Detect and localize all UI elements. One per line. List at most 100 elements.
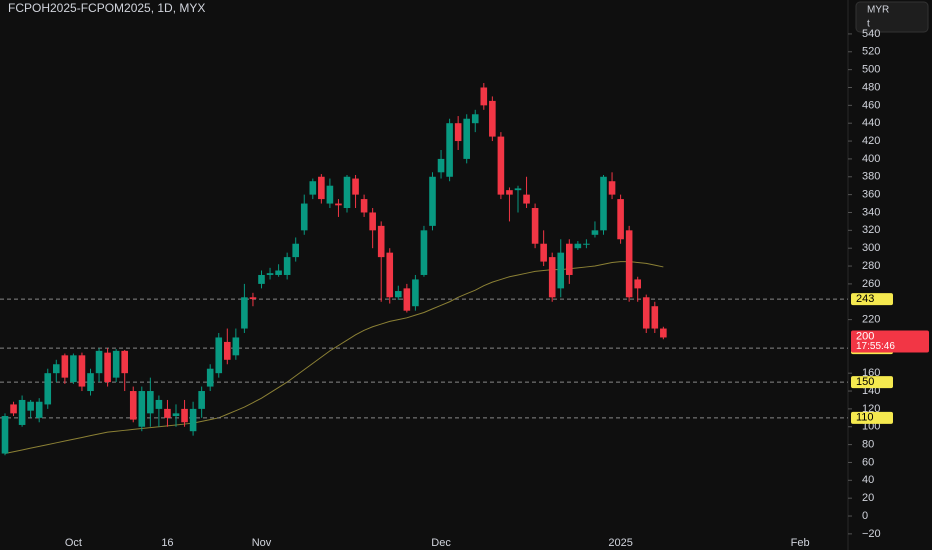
- candle-body: [531, 208, 539, 244]
- candle-body: [617, 199, 624, 240]
- candle-body: [249, 297, 257, 300]
- level-label: 243: [856, 293, 874, 305]
- candle-body: [489, 100, 496, 137]
- chart-title: FCPOH2025-FCPOM2025, 1D, MYX: [8, 1, 205, 15]
- candle-body: [386, 252, 394, 298]
- candle-body: [335, 203, 342, 206]
- candle-body: [198, 391, 205, 409]
- x-tick-label: Feb: [791, 537, 810, 549]
- candle-body: [651, 306, 659, 329]
- candle-body: [625, 230, 633, 298]
- candle-body: [112, 350, 120, 378]
- candle-body: [241, 297, 248, 329]
- y-tick-label: 400: [862, 153, 880, 165]
- y-tick-label: 380: [862, 171, 880, 183]
- candle-body: [497, 136, 505, 195]
- candle-body: [574, 243, 582, 249]
- candle-body: [326, 185, 334, 204]
- y-tick-label: 0: [862, 510, 868, 522]
- candle-body: [437, 158, 445, 173]
- candle-body: [258, 274, 265, 284]
- countdown: 17:55:46: [856, 341, 895, 352]
- candle-body: [395, 291, 402, 298]
- candle-body: [104, 352, 111, 383]
- candle-body: [206, 368, 214, 387]
- candle-body: [61, 355, 69, 378]
- candle-body: [181, 408, 188, 423]
- level-label: 110: [856, 412, 874, 424]
- y-tick-label: 460: [862, 99, 880, 111]
- y-tick-label: 500: [862, 64, 880, 76]
- y-tick-label: 220: [862, 314, 880, 326]
- candle-body: [309, 181, 317, 195]
- y-tick-label: 520: [862, 46, 880, 58]
- x-tick-label: 16: [161, 537, 173, 549]
- candle-body: [403, 288, 411, 311]
- candle-body: [275, 270, 282, 275]
- candle-body: [172, 413, 180, 417]
- candle-body: [27, 401, 34, 411]
- candle-body: [232, 337, 240, 356]
- candle-body: [548, 257, 556, 298]
- x-tick-label: 2025: [608, 537, 632, 549]
- y-tick-label: 120: [862, 403, 880, 415]
- last-price-tag: [851, 330, 929, 353]
- y-tick-label: 280: [862, 260, 880, 272]
- unit-box[interactable]: [855, 1, 929, 33]
- candle-body: [420, 230, 428, 275]
- candle-body: [540, 243, 547, 262]
- candle-body: [514, 188, 522, 191]
- candle-body: [164, 408, 171, 418]
- level-tag: [851, 376, 893, 389]
- candle-body: [454, 123, 462, 142]
- candle-body: [446, 123, 453, 177]
- candle-body: [369, 212, 376, 231]
- candle-body: [121, 350, 128, 374]
- y-tick-label: 40: [862, 474, 874, 486]
- candle-body: [343, 176, 351, 209]
- candle-body: [583, 243, 590, 245]
- y-tick-label: 160: [862, 367, 880, 379]
- candle-body: [155, 399, 163, 409]
- candle-body: [557, 252, 565, 289]
- y-tick-label: 60: [862, 456, 874, 468]
- candle-body: [147, 391, 154, 414]
- candle-body: [78, 355, 86, 387]
- y-tick-label: 440: [862, 117, 880, 129]
- candle-body: [377, 225, 385, 258]
- candle-body: [70, 355, 77, 383]
- unit: t: [867, 19, 870, 30]
- last-price-label: 200: [856, 330, 874, 342]
- candle-body: [600, 176, 607, 231]
- candle-body: [129, 391, 137, 420]
- y-tick-label: 480: [862, 81, 880, 93]
- y-tick-label: 80: [862, 439, 874, 451]
- currency: MYR: [867, 5, 889, 16]
- y-tick-label: 320: [862, 224, 880, 236]
- candle-body: [352, 178, 359, 195]
- y-tick-label: 260: [862, 278, 880, 290]
- level-tag: [851, 293, 893, 306]
- candle-body: [591, 230, 599, 235]
- candle-body: [292, 243, 299, 258]
- candle-body: [463, 118, 470, 159]
- candle-body: [53, 364, 60, 374]
- candle-body: [566, 243, 573, 275]
- candle-body: [300, 203, 308, 231]
- candle-body: [95, 350, 103, 374]
- candle-body: [318, 176, 325, 200]
- x-tick-label: Oct: [65, 537, 82, 549]
- candle-body: [660, 328, 667, 338]
- y-tick-label: 300: [862, 242, 880, 254]
- candle-body: [283, 257, 291, 275]
- y-tick-label: 360: [862, 189, 880, 201]
- x-tick-label: Nov: [252, 537, 272, 549]
- x-tick-label: Dec: [431, 537, 451, 549]
- level-label: 150: [856, 376, 874, 388]
- candle-body: [18, 399, 26, 425]
- candle-body: [224, 341, 231, 360]
- candle-body: [215, 337, 223, 374]
- y-tick-label: 540: [862, 28, 880, 40]
- candle-body: [634, 279, 641, 289]
